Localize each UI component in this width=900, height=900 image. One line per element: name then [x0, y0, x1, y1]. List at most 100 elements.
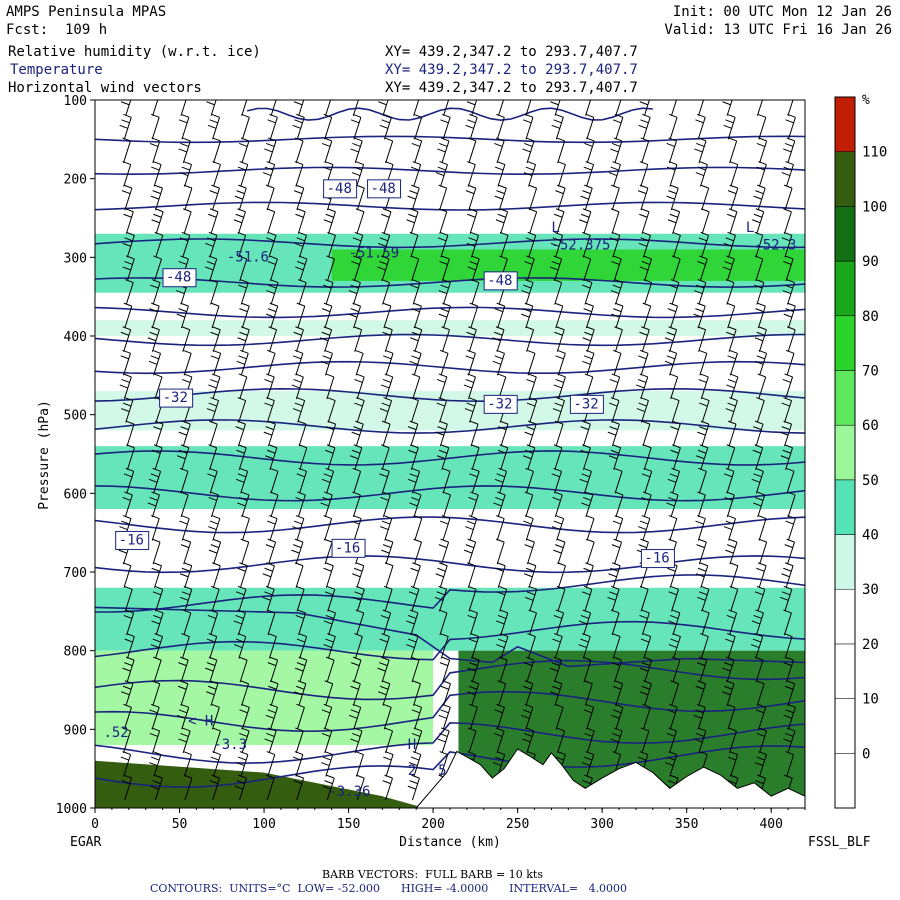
wind-barb-feather — [784, 373, 793, 378]
wind-barb-feather — [323, 644, 332, 649]
wind-barb-feather — [263, 431, 273, 436]
wind-barb — [670, 376, 679, 400]
wind-barb — [759, 541, 768, 565]
wind-barb-feather — [758, 161, 767, 166]
wind-barb-feather — [524, 113, 534, 118]
wind-barb-feather — [350, 709, 360, 714]
wind-barb — [267, 164, 276, 187]
wind-barb-feather — [181, 378, 191, 383]
wind-barb — [471, 471, 480, 494]
wind-barb — [584, 683, 593, 706]
wind-barb-feather — [180, 656, 189, 661]
wind-barb-feather — [179, 467, 189, 472]
wind-barb-feather — [292, 526, 301, 531]
wind-barb — [209, 447, 218, 470]
contour-label-box — [331, 538, 366, 558]
wind-barb-feather — [379, 124, 389, 129]
wind-barb-feather — [611, 184, 620, 189]
wind-barb — [239, 565, 248, 588]
wind-barb-feather — [211, 373, 221, 378]
wind-barb — [525, 707, 534, 730]
wind-barb-feather — [637, 378, 647, 383]
wind-barb — [382, 100, 389, 116]
wind-barb-feather — [614, 515, 623, 520]
wind-barb-feather — [380, 255, 390, 260]
wind-barb — [755, 423, 764, 447]
wind-barb — [240, 282, 249, 305]
wind-barb — [154, 258, 162, 282]
wind-barb — [238, 447, 247, 470]
wind-barb — [756, 683, 765, 706]
wind-barb-feather — [699, 751, 708, 756]
wind-barb-feather — [722, 266, 731, 271]
wind-barb-feather — [612, 751, 621, 756]
wind-barb-feather — [468, 208, 478, 213]
wind-barb-feather — [239, 161, 248, 166]
wind-barb-feather — [122, 266, 131, 271]
wind-barb-feather — [234, 644, 243, 649]
wind-barb-feather — [356, 774, 365, 779]
wind-barb-feather — [240, 137, 250, 142]
wind-barb — [641, 730, 650, 754]
wind-barb-feather — [354, 231, 363, 236]
wind-barb-feather — [754, 444, 763, 449]
wind-barb-feather — [639, 101, 648, 106]
wind-barb-feather — [180, 703, 189, 708]
wind-barb-feather — [582, 255, 591, 260]
wind-barb-feather — [556, 184, 566, 189]
wind-barb-feather — [440, 633, 449, 638]
wind-barb-feather — [787, 113, 796, 118]
wind-barb-feather — [779, 431, 789, 436]
wind-barb-feather — [584, 142, 593, 147]
wind-barb-feather — [384, 161, 394, 166]
wind-barb-feather — [522, 738, 531, 743]
wind-barb — [585, 565, 594, 588]
wind-barb-feather — [147, 337, 156, 342]
wind-barb — [784, 235, 793, 258]
wind-barb — [787, 707, 796, 730]
wind-barb-feather — [463, 549, 473, 554]
wind-barb — [786, 471, 795, 494]
wind-barb-feather — [469, 662, 478, 667]
wind-barb — [209, 659, 218, 683]
wind-barb-feather — [267, 119, 276, 124]
wind-barb — [241, 140, 250, 164]
wind-barb — [440, 235, 449, 258]
wind-barb — [755, 258, 764, 282]
wind-barb-feather — [409, 762, 418, 767]
wind-barb-feather — [672, 231, 681, 236]
wind-barb — [296, 777, 305, 801]
wind-barb-feather — [412, 161, 421, 166]
wind-barb-feather — [265, 714, 275, 719]
wind-barb — [180, 494, 189, 518]
wind-barb — [644, 659, 653, 683]
wind-barb — [439, 187, 448, 211]
wind-barb-feather — [354, 402, 363, 407]
wind-barb-feather — [442, 703, 451, 708]
wind-barb — [726, 659, 735, 683]
wind-barb-feather — [325, 638, 334, 643]
wind-barb — [729, 541, 738, 565]
wind-barb-feather — [384, 562, 394, 567]
y-tick-label: 100 — [64, 94, 87, 109]
wind-barb-feather — [583, 567, 592, 572]
wind-barb-feather — [526, 255, 535, 260]
wind-barb-feather — [206, 691, 215, 696]
wind-barb — [701, 423, 710, 447]
wind-barb-feather — [497, 614, 507, 619]
wind-barb — [526, 258, 535, 282]
wind-barb-feather — [527, 633, 536, 638]
wind-barb-feather — [639, 161, 648, 166]
wind-barb-feather — [237, 166, 247, 171]
wind-barb — [784, 400, 793, 423]
temperature-contour — [95, 135, 805, 144]
wind-barb — [698, 541, 707, 565]
wind-barb-feather — [352, 142, 361, 147]
wind-barb-feather — [381, 467, 390, 472]
wind-barb — [758, 164, 767, 187]
wind-barb — [299, 659, 308, 683]
wind-barb-feather — [671, 609, 681, 614]
wind-barb — [611, 187, 620, 211]
wind-barb — [641, 211, 650, 234]
wind-barb-feather — [351, 260, 360, 265]
